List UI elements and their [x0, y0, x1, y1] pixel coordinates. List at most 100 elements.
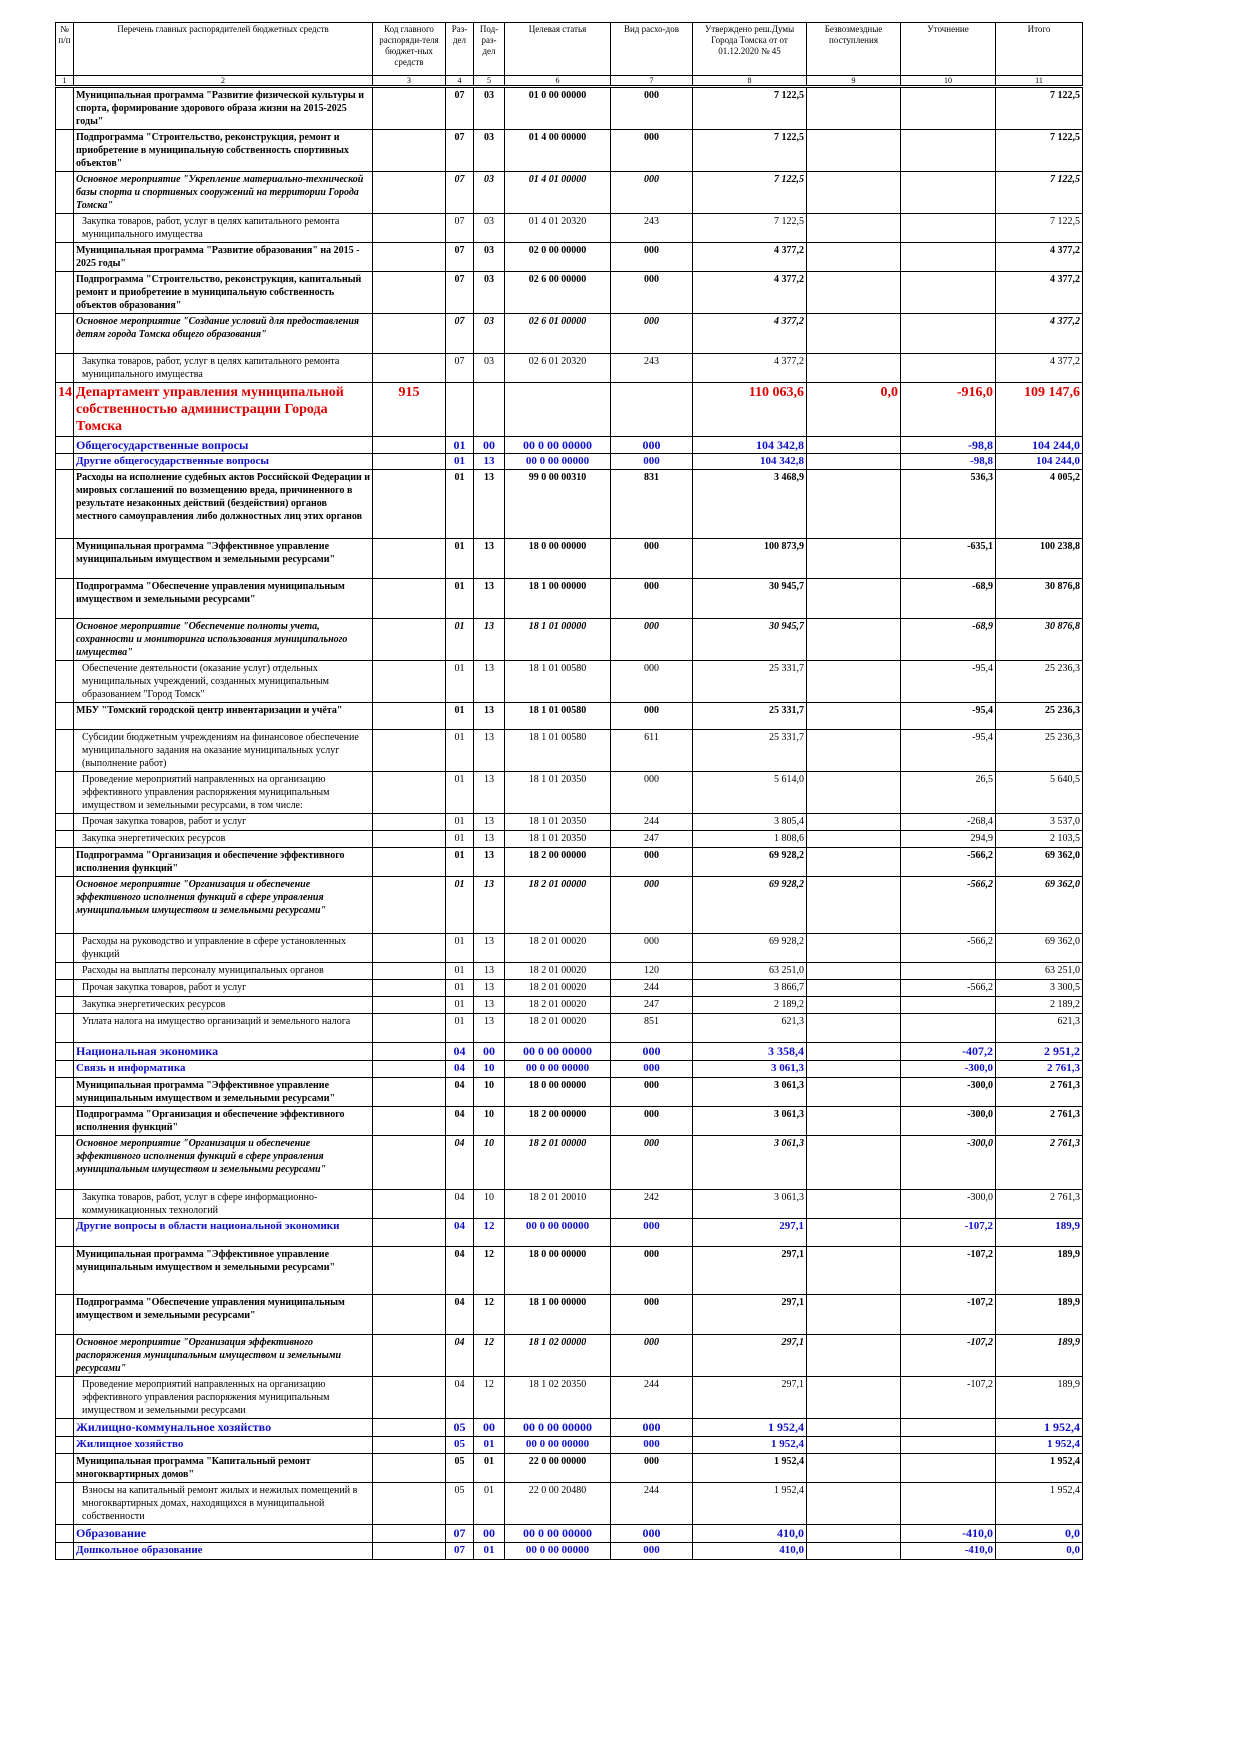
table-cell: 63 251,0 — [995, 962, 1083, 980]
table-cell: 07 — [445, 242, 474, 272]
table-cell: Подпрограмма "Организация и обеспечение … — [73, 847, 373, 877]
table-cell: 00 0 00 00000 — [504, 1042, 611, 1061]
table-cell: 05 — [445, 1482, 474, 1525]
table-cell — [806, 436, 901, 454]
table-cell: 00 0 00 00000 — [504, 1524, 611, 1543]
table-cell — [55, 453, 74, 470]
table-cell: 18 2 01 00000 — [504, 1135, 611, 1190]
table-cell: 01 — [445, 979, 474, 997]
table-cell — [806, 453, 901, 470]
table-cell — [504, 382, 611, 437]
table-cell: 000 — [610, 578, 693, 619]
table-cell — [372, 242, 446, 272]
table-cell: Основное мероприятие "Организация и обес… — [73, 876, 373, 934]
table-cell: 22 0 00 00000 — [504, 1453, 611, 1483]
table-cell — [55, 771, 74, 814]
table-cell: 000 — [610, 271, 693, 314]
table-cell: Прочая закупка товаров, работ и услуг — [73, 813, 373, 831]
table-cell — [55, 1453, 74, 1483]
table-row: Муниципальная программа "Эффективное упр… — [55, 538, 1083, 579]
table-cell: Подпрограмма "Обеспечение управления мун… — [73, 578, 373, 619]
table-cell: 000 — [610, 453, 693, 470]
table-cell: 30 945,7 — [692, 578, 807, 619]
table-cell: -410,0 — [900, 1524, 996, 1543]
column-number: 9 — [806, 75, 901, 88]
table-cell: Подпрограмма "Организация и обеспечение … — [73, 1106, 373, 1136]
table-cell: 07 — [445, 313, 474, 354]
table-cell: 3 805,4 — [692, 813, 807, 831]
table-row: Подпрограмма "Организация и обеспечение … — [55, 1106, 1083, 1136]
table-cell: Основное мероприятие "Обеспечение полнот… — [73, 618, 373, 661]
table-cell — [806, 1294, 901, 1335]
table-cell: 69 928,2 — [692, 876, 807, 934]
table-cell: 00 0 00 00000 — [504, 1060, 611, 1078]
table-cell — [55, 242, 74, 272]
header-row: № п/п Перечень главных распорядителей бюд… — [55, 22, 1083, 76]
table-cell: Другие общегосударственные вопросы — [73, 453, 373, 470]
table-cell — [372, 1218, 446, 1247]
table-cell: 621,3 — [692, 1013, 807, 1043]
table-cell: 13 — [473, 933, 505, 963]
table-cell — [55, 1218, 74, 1247]
table-cell: 120 — [610, 962, 693, 980]
table-cell — [806, 1334, 901, 1377]
table-cell — [900, 171, 996, 214]
table-cell: 04 — [445, 1077, 474, 1107]
table-cell: 01 — [445, 996, 474, 1014]
table-cell: Подпрограмма "Строительство, реконструкц… — [73, 271, 373, 314]
table-cell: 00 0 00 00000 — [504, 1218, 611, 1247]
table-cell: 13 — [473, 578, 505, 619]
table-cell: 000 — [610, 436, 693, 454]
table-cell: 247 — [610, 996, 693, 1014]
table-cell: Закупка энергетических ресурсов — [73, 996, 373, 1014]
table-cell — [372, 1060, 446, 1078]
table-cell — [55, 313, 74, 354]
table-cell — [55, 1376, 74, 1419]
table-cell — [372, 729, 446, 772]
table-cell — [900, 242, 996, 272]
table-cell — [806, 1042, 901, 1061]
table-cell: 69 362,0 — [995, 847, 1083, 877]
table-cell: 189,9 — [995, 1376, 1083, 1419]
table-cell — [55, 1189, 74, 1219]
table-cell: Национальная экономика — [73, 1042, 373, 1061]
table-cell — [372, 171, 446, 214]
table-row: Другие вопросы в области национальной эк… — [55, 1218, 1083, 1247]
table-cell: 100 873,9 — [692, 538, 807, 579]
table-cell: Подпрограмма "Строительство, реконструкц… — [73, 129, 373, 172]
table-cell — [900, 129, 996, 172]
table-cell — [900, 1436, 996, 1454]
table-cell — [806, 1189, 901, 1219]
table-cell — [55, 1077, 74, 1107]
table-cell: 000 — [610, 933, 693, 963]
table-cell — [806, 469, 901, 539]
table-cell: 3 468,9 — [692, 469, 807, 539]
table-cell: 18 1 01 00580 — [504, 729, 611, 772]
header-cell: Код главного распоряди-теля бюджет-ных с… — [372, 22, 446, 76]
table-cell: 243 — [610, 213, 693, 243]
table-cell: 69 928,2 — [692, 847, 807, 877]
table-cell: 18 2 01 00020 — [504, 962, 611, 980]
table-cell: 2 189,2 — [995, 996, 1083, 1014]
table-cell: 13 — [473, 453, 505, 470]
table-cell — [806, 538, 901, 579]
table-cell: 7 122,5 — [692, 213, 807, 243]
table-cell: 02 0 00 00000 — [504, 242, 611, 272]
table-cell: 18 2 01 00020 — [504, 1013, 611, 1043]
table-cell: 03 — [473, 353, 505, 383]
table-cell: 13 — [473, 979, 505, 997]
table-cell — [372, 1294, 446, 1335]
table-cell: 18 1 00 00000 — [504, 1294, 611, 1335]
table-cell — [806, 729, 901, 772]
table-cell: 000 — [610, 1334, 693, 1377]
table-cell: 10 — [473, 1077, 505, 1107]
table-cell: 000 — [610, 1524, 693, 1543]
table-cell: 00 — [473, 1524, 505, 1543]
table-cell: 4 377,2 — [692, 271, 807, 314]
table-cell: Муниципальная программа "Эффективное упр… — [73, 1246, 373, 1295]
header-cell: № п/п — [55, 22, 74, 76]
table-cell: 07 — [445, 353, 474, 383]
table-cell — [372, 1189, 446, 1219]
table-cell: 18 2 01 00020 — [504, 933, 611, 963]
table-cell — [55, 129, 74, 172]
